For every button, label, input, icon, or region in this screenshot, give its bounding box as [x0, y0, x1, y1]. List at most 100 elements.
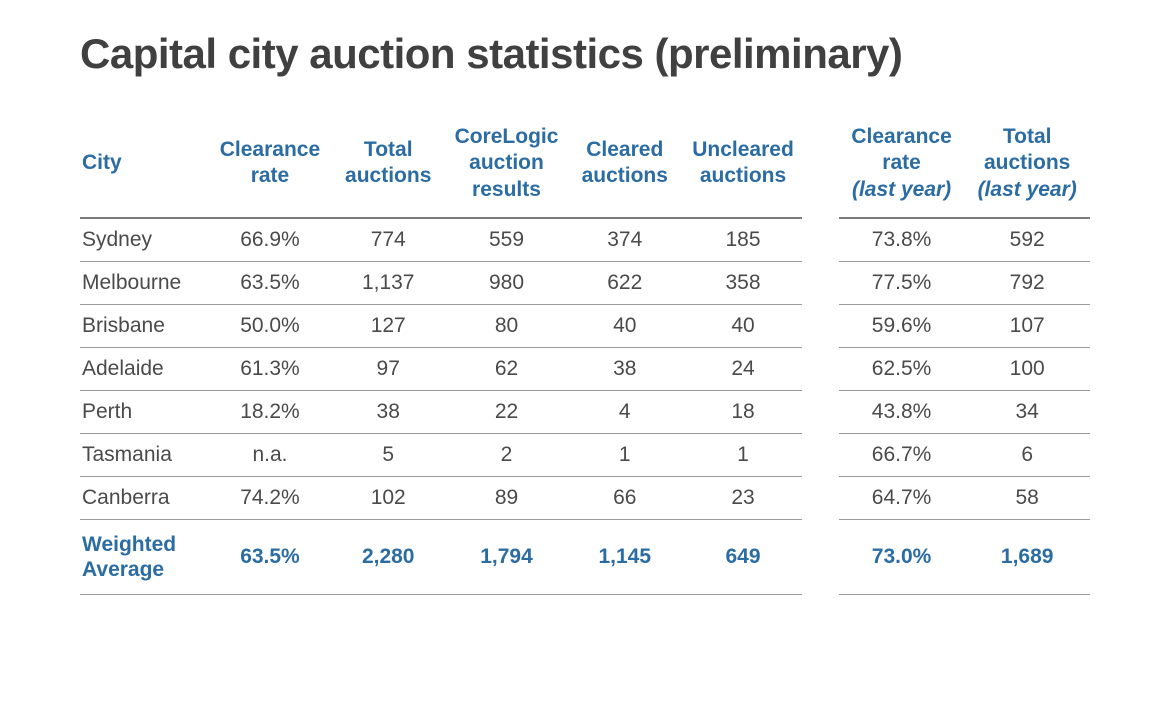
- cell-corelogic_results: 980: [447, 261, 565, 304]
- column-gap: [802, 261, 839, 304]
- cell-city: Sydney: [80, 218, 211, 262]
- col-header-clearance_rate: Clearance rate: [211, 116, 329, 218]
- column-gap: [802, 347, 839, 390]
- cell-corelogic_results: 22: [447, 390, 565, 433]
- cell-total_auctions_ly: 34: [964, 390, 1090, 433]
- cell-cleared_auctions: 622: [566, 261, 684, 304]
- cell-total_auctions: 774: [329, 218, 447, 262]
- cell-total_auctions_ly: 592: [964, 218, 1090, 262]
- table-row: Melbourne63.5%1,13798062235877.5%792: [80, 261, 1090, 304]
- cell-uncleared_auctions: 1: [684, 433, 802, 476]
- cell-total_auctions: 102: [329, 476, 447, 519]
- column-gap: [802, 218, 839, 262]
- cell-clearance_rate: 63.5%: [211, 261, 329, 304]
- cell-uncleared_auctions: 18: [684, 390, 802, 433]
- col-header-label: Cleared auctions: [582, 138, 668, 187]
- cell-total_auctions_ly: 58: [964, 476, 1090, 519]
- cell-total_auctions_ly: 100: [964, 347, 1090, 390]
- cell-uncleared_auctions: 40: [684, 304, 802, 347]
- column-gap: [802, 433, 839, 476]
- cell-corelogic_results: 62: [447, 347, 565, 390]
- col-header-label: CoreLogic auction results: [455, 125, 559, 201]
- cell-clearance_rate_ly: 73.0%: [839, 519, 965, 594]
- col-header-total_auctions_ly: Total auctions (last year): [964, 116, 1090, 218]
- cell-city: WeightedAverage: [80, 519, 211, 594]
- col-header-cleared_auctions: Cleared auctions: [566, 116, 684, 218]
- col-header-corelogic_results: CoreLogic auction results: [447, 116, 565, 218]
- cell-city: Melbourne: [80, 261, 211, 304]
- column-gap: [802, 390, 839, 433]
- cell-total_auctions: 97: [329, 347, 447, 390]
- cell-total_auctions_ly: 1,689: [964, 519, 1090, 594]
- page-title: Capital city auction statistics (prelimi…: [80, 30, 1090, 78]
- cell-clearance_rate: 50.0%: [211, 304, 329, 347]
- cell-total_auctions_ly: 792: [964, 261, 1090, 304]
- cell-total_auctions: 1,137: [329, 261, 447, 304]
- cell-city: Tasmania: [80, 433, 211, 476]
- cell-clearance_rate_ly: 43.8%: [839, 390, 965, 433]
- cell-city: Adelaide: [80, 347, 211, 390]
- table-body: Sydney66.9%77455937418573.8%592Melbourne…: [80, 218, 1090, 595]
- table-row: Canberra74.2%10289662364.7%58: [80, 476, 1090, 519]
- table-row: Adelaide61.3%97623824 62.5%100: [80, 347, 1090, 390]
- table-row: Sydney66.9%77455937418573.8%592: [80, 218, 1090, 262]
- cell-clearance_rate_ly: 66.7%: [839, 433, 965, 476]
- cell-total_auctions: 38: [329, 390, 447, 433]
- cell-corelogic_results: 559: [447, 218, 565, 262]
- cell-cleared_auctions: 1: [566, 433, 684, 476]
- cell-cleared_auctions: 4: [566, 390, 684, 433]
- cell-clearance_rate: n.a.: [211, 433, 329, 476]
- cell-corelogic_results: 89: [447, 476, 565, 519]
- col-header-clearance_rate_ly: Clearance rate (last year): [839, 116, 965, 218]
- cell-cleared_auctions: 38: [566, 347, 684, 390]
- cell-clearance_rate_ly: 64.7%: [839, 476, 965, 519]
- col-header-sublabel: (last year): [970, 177, 1084, 203]
- cell-corelogic_results: 1,794: [447, 519, 565, 594]
- column-gap: [802, 304, 839, 347]
- cell-uncleared_auctions: 24: [684, 347, 802, 390]
- table-row: Perth18.2%3822418 43.8%34: [80, 390, 1090, 433]
- col-header-total_auctions: Total auctions: [329, 116, 447, 218]
- cell-clearance_rate: 61.3%: [211, 347, 329, 390]
- col-header-label: Total auctions: [984, 125, 1070, 174]
- cell-uncleared_auctions: 649: [684, 519, 802, 594]
- cell-clearance_rate: 66.9%: [211, 218, 329, 262]
- column-gap: [802, 476, 839, 519]
- col-header-city: City: [80, 116, 211, 218]
- cell-cleared_auctions: 40: [566, 304, 684, 347]
- table-head: City Clearance rate Total auctions CoreLogi…: [80, 116, 1090, 218]
- table-row: Tasmanian.a.521166.7%6: [80, 433, 1090, 476]
- cell-total_auctions: 2,280: [329, 519, 447, 594]
- col-header-label: City: [82, 151, 122, 174]
- cell-total_auctions_ly: 6: [964, 433, 1090, 476]
- table-header-row: City Clearance rate Total auctions CoreLogi…: [80, 116, 1090, 218]
- col-header-uncleared_auctions: Uncleared auctions: [684, 116, 802, 218]
- cell-uncleared_auctions: 23: [684, 476, 802, 519]
- cell-corelogic_results: 2: [447, 433, 565, 476]
- table-row: Brisbane50.0%12780404059.6%107: [80, 304, 1090, 347]
- cell-uncleared_auctions: 185: [684, 218, 802, 262]
- cell-city: Perth: [80, 390, 211, 433]
- col-header-label: Clearance rate: [851, 125, 951, 174]
- auction-stats-table: City Clearance rate Total auctions CoreLogi…: [80, 116, 1090, 595]
- col-header-label: Total auctions: [345, 138, 431, 187]
- cell-clearance_rate: 74.2%: [211, 476, 329, 519]
- column-gap: [802, 116, 839, 218]
- cell-total_auctions_ly: 107: [964, 304, 1090, 347]
- cell-clearance_rate_ly: 62.5%: [839, 347, 965, 390]
- cell-corelogic_results: 80: [447, 304, 565, 347]
- cell-city: Brisbane: [80, 304, 211, 347]
- cell-city: Canberra: [80, 476, 211, 519]
- col-header-label: Clearance rate: [220, 138, 320, 187]
- cell-clearance_rate: 18.2%: [211, 390, 329, 433]
- cell-cleared_auctions: 1,145: [566, 519, 684, 594]
- cell-clearance_rate_ly: 59.6%: [839, 304, 965, 347]
- column-gap: [802, 519, 839, 594]
- cell-cleared_auctions: 374: [566, 218, 684, 262]
- col-header-sublabel: (last year): [845, 177, 959, 203]
- page-container: Capital city auction statistics (prelimi…: [0, 0, 1160, 615]
- cell-total_auctions: 5: [329, 433, 447, 476]
- cell-clearance_rate_ly: 77.5%: [839, 261, 965, 304]
- summary-row: WeightedAverage63.5%2,2801,7941,14564973…: [80, 519, 1090, 594]
- cell-total_auctions: 127: [329, 304, 447, 347]
